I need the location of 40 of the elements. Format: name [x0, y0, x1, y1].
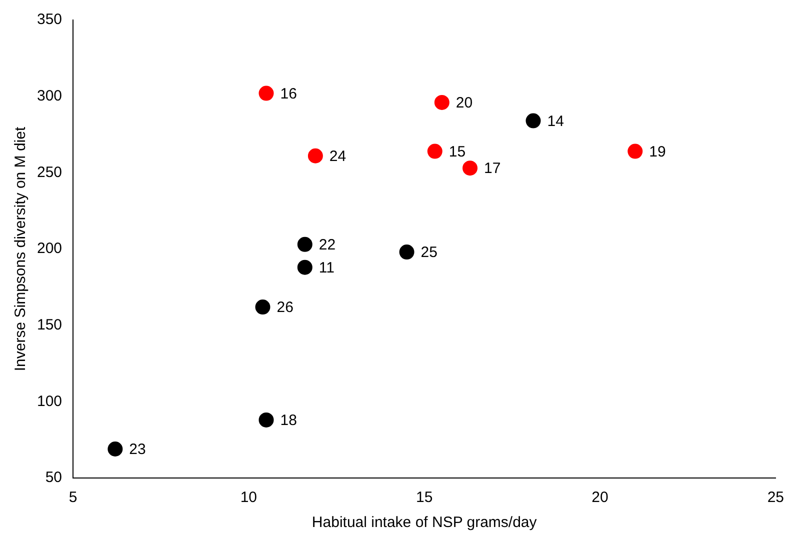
annotation: 20 — [456, 94, 473, 112]
point — [434, 94, 450, 110]
annotation: 19 — [649, 143, 666, 160]
point — [399, 244, 414, 260]
y-tick-label: 200 — [36, 240, 62, 258]
y-tick-label: 50 — [45, 469, 62, 486]
y-axis-title: Inverse Simpsons diversity on M diet — [12, 126, 30, 372]
annotation: 18 — [280, 412, 297, 430]
point — [258, 412, 274, 428]
y-tick-label: 250 — [36, 164, 62, 181]
x-tick-label: 20 — [592, 489, 608, 506]
x-tick-label: 10 — [240, 489, 258, 506]
annotation: 17 — [484, 160, 501, 178]
point — [526, 113, 541, 128]
point — [628, 144, 643, 159]
point — [427, 144, 442, 159]
annotation: 23 — [129, 441, 146, 458]
point — [108, 441, 123, 456]
point — [308, 148, 323, 164]
annotation: 11 — [318, 259, 334, 276]
y-tick-label: 300 — [36, 87, 62, 104]
x-tick-label: 5 — [68, 489, 78, 506]
annotation: 25 — [420, 244, 438, 262]
x-tick-label: 25 — [767, 489, 784, 506]
annotation: 16 — [280, 85, 297, 102]
y-tick-label: 100 — [36, 392, 62, 410]
x-axis-title: Habitual intake of NSP grams/day — [312, 514, 538, 532]
annotation: 24 — [329, 148, 346, 166]
point — [255, 300, 270, 315]
annotation: 22 — [318, 236, 336, 254]
y-tick-label: 150 — [36, 316, 62, 334]
point — [297, 236, 312, 252]
y-tick-label: 350 — [36, 11, 62, 28]
annotation: 14 — [547, 112, 564, 130]
point — [297, 260, 312, 275]
point — [258, 86, 274, 101]
annotation: 15 — [448, 143, 466, 160]
point — [462, 160, 478, 176]
x-tick-label: 15 — [416, 489, 433, 506]
annotation: 26 — [276, 299, 294, 316]
